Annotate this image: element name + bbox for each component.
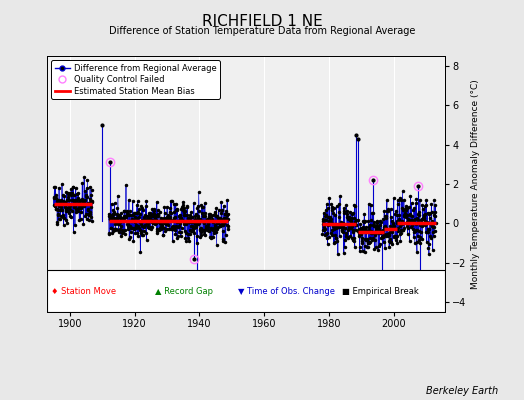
Y-axis label: Monthly Temperature Anomaly Difference (°C): Monthly Temperature Anomaly Difference (… (471, 79, 480, 289)
Text: ▲ Record Gap: ▲ Record Gap (155, 287, 213, 296)
Bar (47, 270, 445, 312)
Text: ▼ Time of Obs. Change: ▼ Time of Obs. Change (238, 287, 335, 296)
Text: Difference of Station Temperature Data from Regional Average: Difference of Station Temperature Data f… (109, 26, 415, 36)
Text: Berkeley Earth: Berkeley Earth (425, 386, 498, 396)
Legend: Difference from Regional Average, Quality Control Failed, Estimated Station Mean: Difference from Regional Average, Qualit… (51, 60, 220, 99)
Text: ■ Empirical Break: ■ Empirical Break (342, 287, 419, 296)
Text: RICHFIELD 1 NE: RICHFIELD 1 NE (202, 14, 322, 29)
Text: ♦ Station Move: ♦ Station Move (51, 287, 116, 296)
